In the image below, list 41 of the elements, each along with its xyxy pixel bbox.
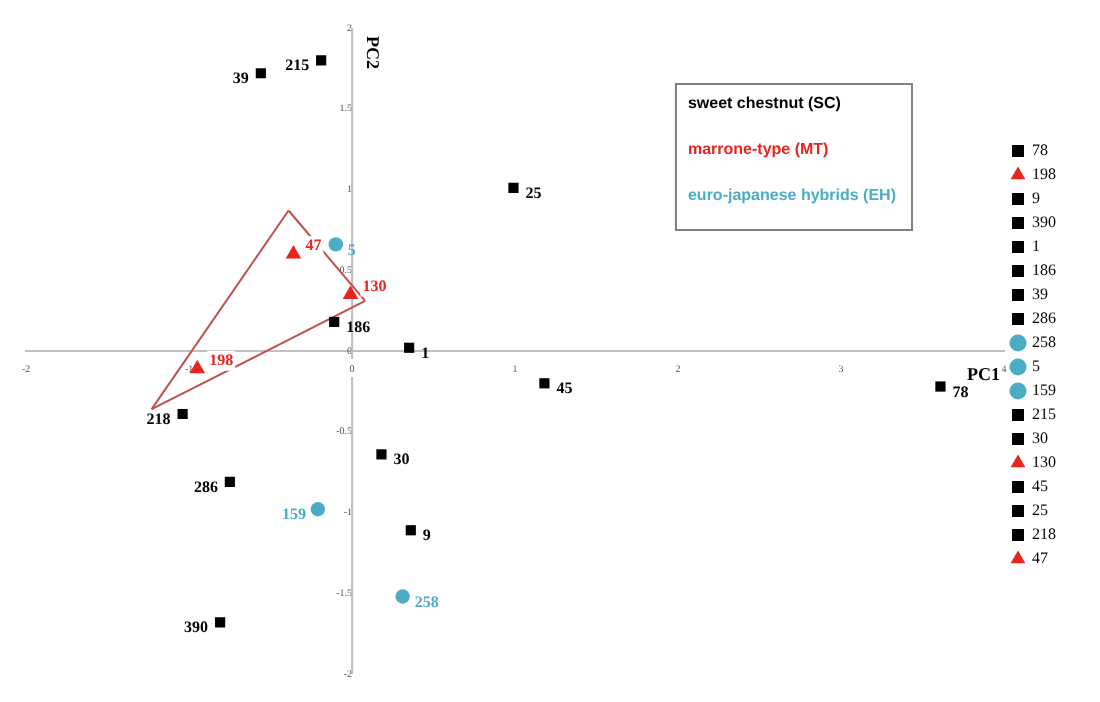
text: 130 <box>362 276 387 295</box>
legend-label: 198 <box>1032 165 1056 184</box>
text: 78 <box>952 382 969 401</box>
text: 25 <box>525 184 542 203</box>
legend-label: 159 <box>1032 381 1056 400</box>
legend-label: 130 <box>1032 453 1056 472</box>
legend-label: 30 <box>1032 429 1048 448</box>
legend-label: 39 <box>1032 285 1048 304</box>
annotation: euro-japanese hybrids (EH) <box>687 186 897 205</box>
text: 9 <box>422 526 431 545</box>
legend-label: 78 <box>1032 141 1048 160</box>
text: 286 <box>193 477 218 496</box>
legend-label: 186 <box>1032 261 1056 280</box>
text: 186 <box>346 318 371 337</box>
legend-label: 258 <box>1032 333 1056 352</box>
legend-label: 215 <box>1032 405 1056 424</box>
legend-label: 390 <box>1032 213 1056 232</box>
text: 390 <box>184 618 209 637</box>
text: 39 <box>232 69 249 88</box>
legend-label: 5 <box>1032 357 1040 376</box>
annotation: sweet chestnut (SC) <box>687 94 842 113</box>
text: 1 <box>421 343 430 362</box>
legend-label: 47 <box>1032 549 1048 568</box>
legend-label: 1 <box>1032 237 1040 256</box>
text: 198 <box>209 350 234 369</box>
text: 218 <box>146 410 171 429</box>
legend-label: 45 <box>1032 477 1048 496</box>
text: 45 <box>556 379 573 398</box>
text: 159 <box>281 505 306 524</box>
legend-label: 9 <box>1032 189 1040 208</box>
y-axis-title: PC2 <box>363 36 384 70</box>
legend-label: 25 <box>1032 501 1048 520</box>
annotation: marrone-type (MT) <box>687 140 830 159</box>
text: 30 <box>393 450 410 469</box>
x-axis-title: PC1 <box>967 363 1001 384</box>
text: 47 <box>305 236 322 255</box>
text: 215 <box>285 56 310 75</box>
text: 5 <box>347 240 356 259</box>
text: 258 <box>414 592 439 611</box>
legend-label: 218 <box>1032 525 1056 544</box>
legend-label: 286 <box>1032 309 1056 328</box>
